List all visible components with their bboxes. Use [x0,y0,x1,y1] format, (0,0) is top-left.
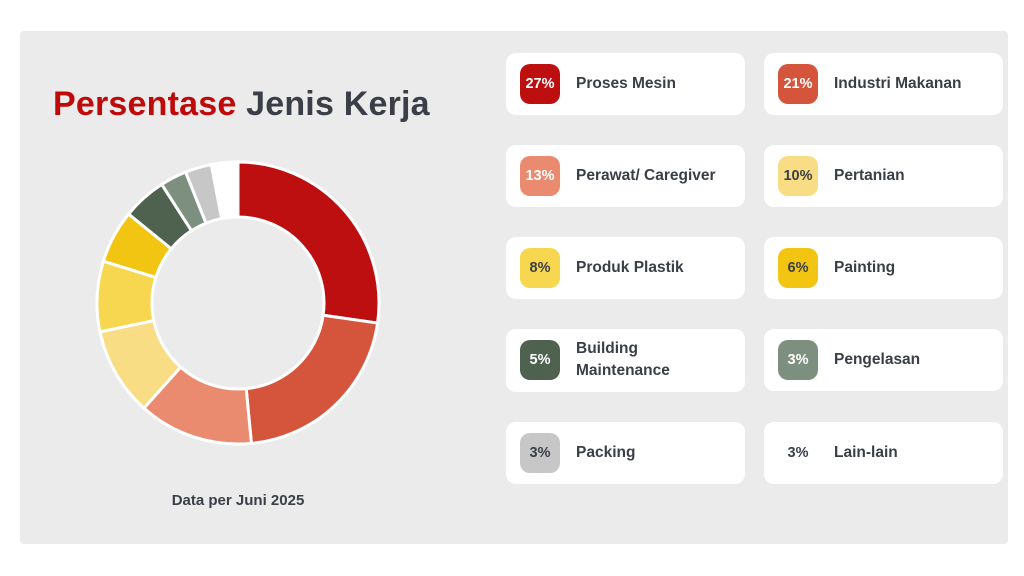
legend-badge: 5% [520,340,560,381]
legend-card-painting: 6% Painting [764,237,1003,299]
legend-badge: 10% [778,156,818,196]
legend-label: Pengelasan [834,350,921,368]
legend-badge: 3% [787,444,809,461]
legend-card-proses-mesin: 27% Proses Mesin [506,53,745,115]
legend-grid: 27% Proses Mesin 21% Industri Makanan 13… [506,53,1003,484]
legend-card-pertanian: 10% Pertanian [764,145,1003,207]
legend-label: Painting [834,258,896,276]
legend-card-pengelasan: 3% Pengelasan [764,329,1003,391]
legend-badge: 13% [520,156,560,196]
page-title-accent: Persentase [53,85,237,123]
page-title-rest: Jenis Kerja [236,85,430,123]
legend-label: Packing [576,443,636,461]
legend-card-lain-lain: 3% Lain-lain [764,421,1003,484]
chart-caption: Data per Juni 2025 [171,492,305,509]
legend-badge: 27% [520,64,560,104]
legend-badge: 3% [778,340,818,380]
donut-slice-lain-lain [209,160,240,221]
legend-label: Proses Mesin [576,74,676,92]
donut-chart [90,155,386,451]
page-title: Persentase Jenis Kerja [53,85,430,124]
legend-label: Perawat/ Caregiver [576,166,716,184]
legend-label: Building Maintenance [576,340,670,380]
legend-card-packing: 3% Packing [506,421,745,484]
legend-badge: 3% [520,432,560,473]
legend-card-building-maintenance: 5% Building Maintenance [506,329,745,392]
slide-panel: Persentase Jenis Kerja Data per Juni 202… [20,31,1008,544]
donut-chart-svg [95,160,381,446]
legend-badge: 6% [778,248,818,288]
legend-label: Industri Makanan [834,74,962,92]
legend-card-industri-makanan: 21% Industri Makanan [764,53,1003,115]
donut-slice-proses-mesin [236,160,381,325]
legend-card-produk-plastik: 8% Produk Plastik [506,237,745,299]
legend-label: Pertanian [834,166,905,184]
legend-label: Produk Plastik [576,258,684,276]
legend-card-perawat-caregiver: 13% Perawat/ Caregiver [506,145,745,207]
donut-slice-industri-makanan [244,313,380,445]
legend-badge: 8% [520,248,560,288]
legend-label: Lain-lain [834,443,898,461]
legend-badge: 21% [778,64,818,104]
